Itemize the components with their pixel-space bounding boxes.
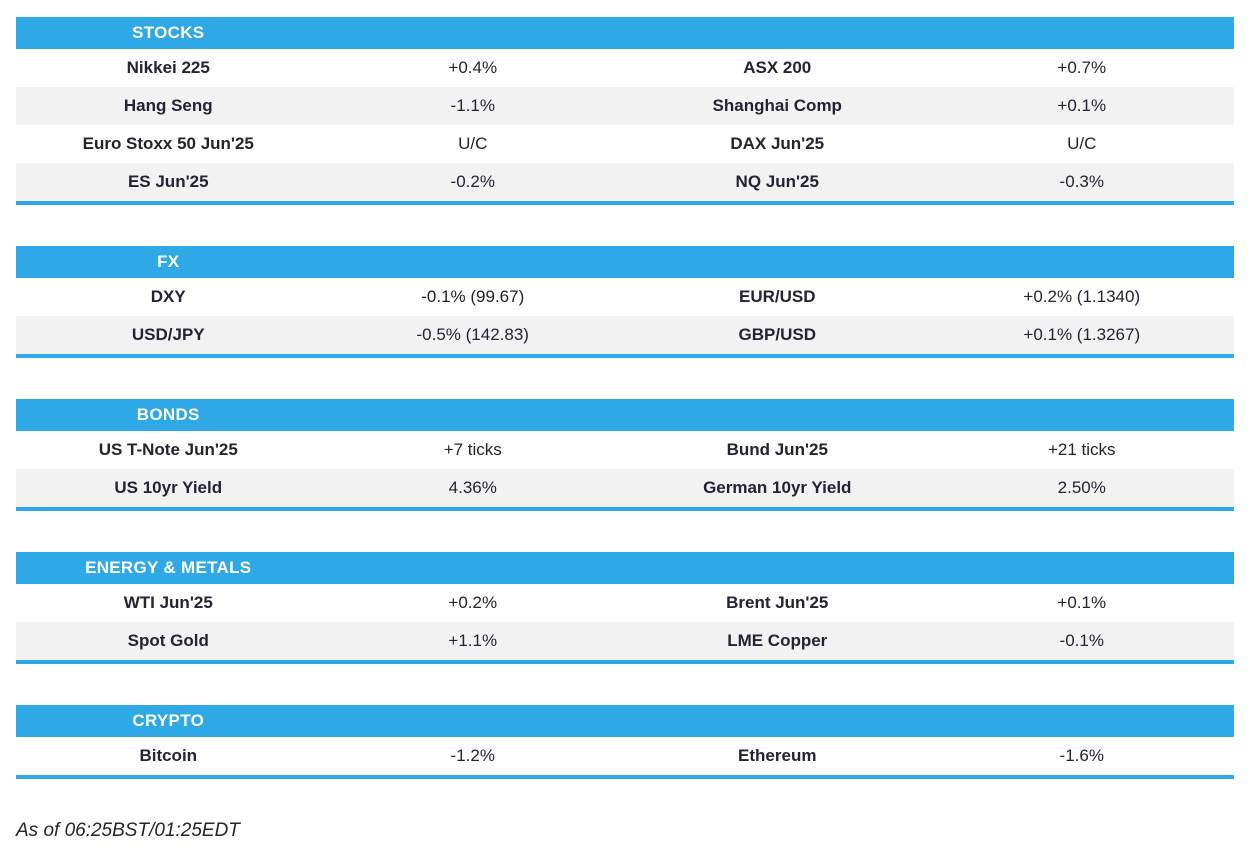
instrument-name-left: Euro Stoxx 50 Jun'25 xyxy=(82,134,254,153)
instrument-value-left: +0.2% xyxy=(448,593,498,612)
table-row: US T-Note Jun'25 +7 ticks Bund Jun'25 +2… xyxy=(16,431,1234,469)
table-row: Spot Gold +1.1% LME Copper -0.1% xyxy=(16,622,1234,660)
section-title: BONDS xyxy=(136,405,200,424)
market-section-stocks: STOCKS Nikkei 225 +0.4% ASX 200 +0.7% Ha… xyxy=(16,17,1234,205)
instrument-name-right: GBP/USD xyxy=(738,325,816,344)
section-header: BONDS xyxy=(16,399,1234,431)
instrument-name-left: USD/JPY xyxy=(131,325,205,344)
section-title: FX xyxy=(157,252,180,271)
table-row: Hang Seng -1.1% Shanghai Comp +0.1% xyxy=(16,87,1234,125)
instrument-name-left: US 10yr Yield xyxy=(114,478,223,497)
instrument-value-right: -0.3% xyxy=(1059,172,1104,191)
instrument-name-right: Ethereum xyxy=(738,746,817,765)
instrument-value-right: +21 ticks xyxy=(1047,440,1116,459)
instrument-name-left: WTI Jun'25 xyxy=(123,593,213,612)
table-row: Bitcoin -1.2% Ethereum -1.6% xyxy=(16,737,1234,775)
instrument-name-right: EUR/USD xyxy=(738,287,816,306)
instrument-name-right: German 10yr Yield xyxy=(703,478,852,497)
section-rows: Bitcoin -1.2% Ethereum -1.6% xyxy=(16,737,1234,775)
instrument-name-right: LME Copper xyxy=(727,631,828,650)
instrument-value-right: -0.1% xyxy=(1059,631,1104,650)
instrument-name-left: ES Jun'25 xyxy=(127,172,209,191)
section-rows: WTI Jun'25 +0.2% Brent Jun'25 +0.1% Spot… xyxy=(16,584,1234,660)
market-section-energy-metals: ENERGY & METALS WTI Jun'25 +0.2% Brent J… xyxy=(16,552,1234,664)
instrument-name-right: NQ Jun'25 xyxy=(735,172,819,191)
section-title: STOCKS xyxy=(132,23,205,42)
table-row: Nikkei 225 +0.4% ASX 200 +0.7% xyxy=(16,49,1234,87)
table-row: Euro Stoxx 50 Jun'25 U/C DAX Jun'25 U/C xyxy=(16,125,1234,163)
instrument-value-left: 4.36% xyxy=(448,478,497,497)
instrument-value-right: +0.2% (1.1340) xyxy=(1023,287,1141,306)
as-of-timestamp: As of 06:25BST/01:25EDT xyxy=(16,820,240,841)
section-title: CRYPTO xyxy=(132,711,205,730)
section-header: FX xyxy=(16,246,1234,278)
instrument-value-left: U/C xyxy=(458,134,488,153)
instrument-name-right: Shanghai Comp xyxy=(712,96,842,115)
instrument-value-left: +1.1% xyxy=(448,631,498,650)
section-title: ENERGY & METALS xyxy=(85,558,252,577)
section-rows: DXY -0.1% (99.67) EUR/USD +0.2% (1.1340)… xyxy=(16,278,1234,354)
instrument-value-left: +7 ticks xyxy=(443,440,502,459)
table-row: USD/JPY -0.5% (142.83) GBP/USD +0.1% (1.… xyxy=(16,316,1234,354)
instrument-value-right: +0.1% (1.3267) xyxy=(1023,325,1141,344)
instrument-name-right: Bund Jun'25 xyxy=(726,440,828,459)
instrument-name-left: Hang Seng xyxy=(123,96,213,115)
section-header: STOCKS xyxy=(16,17,1234,49)
instrument-value-left: -0.5% (142.83) xyxy=(416,325,529,344)
market-section-fx: FX DXY -0.1% (99.67) EUR/USD +0.2% (1.13… xyxy=(16,246,1234,358)
instrument-value-left: -0.2% xyxy=(450,172,495,191)
instrument-name-left: Nikkei 225 xyxy=(126,58,210,77)
instrument-value-right: +0.1% xyxy=(1057,96,1107,115)
instrument-name-right: ASX 200 xyxy=(743,58,812,77)
section-rows: US T-Note Jun'25 +7 ticks Bund Jun'25 +2… xyxy=(16,431,1234,507)
instrument-name-left: Spot Gold xyxy=(127,631,209,650)
instrument-value-right: U/C xyxy=(1067,134,1097,153)
instrument-value-right: +0.7% xyxy=(1057,58,1107,77)
instrument-value-left: -1.1% xyxy=(450,96,495,115)
market-section-crypto: CRYPTO Bitcoin -1.2% Ethereum -1.6% xyxy=(16,705,1234,779)
instrument-name-left: Bitcoin xyxy=(139,746,198,765)
table-row: US 10yr Yield 4.36% German 10yr Yield 2.… xyxy=(16,469,1234,507)
section-header: CRYPTO xyxy=(16,705,1234,737)
instrument-name-left: US T-Note Jun'25 xyxy=(98,440,238,459)
instrument-name-right: Brent Jun'25 xyxy=(726,593,829,612)
instrument-value-left: -1.2% xyxy=(450,746,495,765)
instrument-value-right: +0.1% xyxy=(1057,593,1107,612)
instrument-value-left: -0.1% (99.67) xyxy=(421,287,525,306)
instrument-value-right: 2.50% xyxy=(1057,478,1106,497)
market-section-bonds: BONDS US T-Note Jun'25 +7 ticks Bund Jun… xyxy=(16,399,1234,511)
market-sections: STOCKS Nikkei 225 +0.4% ASX 200 +0.7% Ha… xyxy=(16,17,1234,779)
section-header: ENERGY & METALS xyxy=(16,552,1234,584)
instrument-value-right: -1.6% xyxy=(1059,746,1104,765)
instrument-name-right: DAX Jun'25 xyxy=(730,134,825,153)
table-row: ES Jun'25 -0.2% NQ Jun'25 -0.3% xyxy=(16,163,1234,201)
instrument-name-left: DXY xyxy=(150,287,186,306)
instrument-value-left: +0.4% xyxy=(448,58,498,77)
table-row: WTI Jun'25 +0.2% Brent Jun'25 +0.1% xyxy=(16,584,1234,622)
table-row: DXY -0.1% (99.67) EUR/USD +0.2% (1.1340) xyxy=(16,278,1234,316)
section-rows: Nikkei 225 +0.4% ASX 200 +0.7% Hang Seng… xyxy=(16,49,1234,201)
